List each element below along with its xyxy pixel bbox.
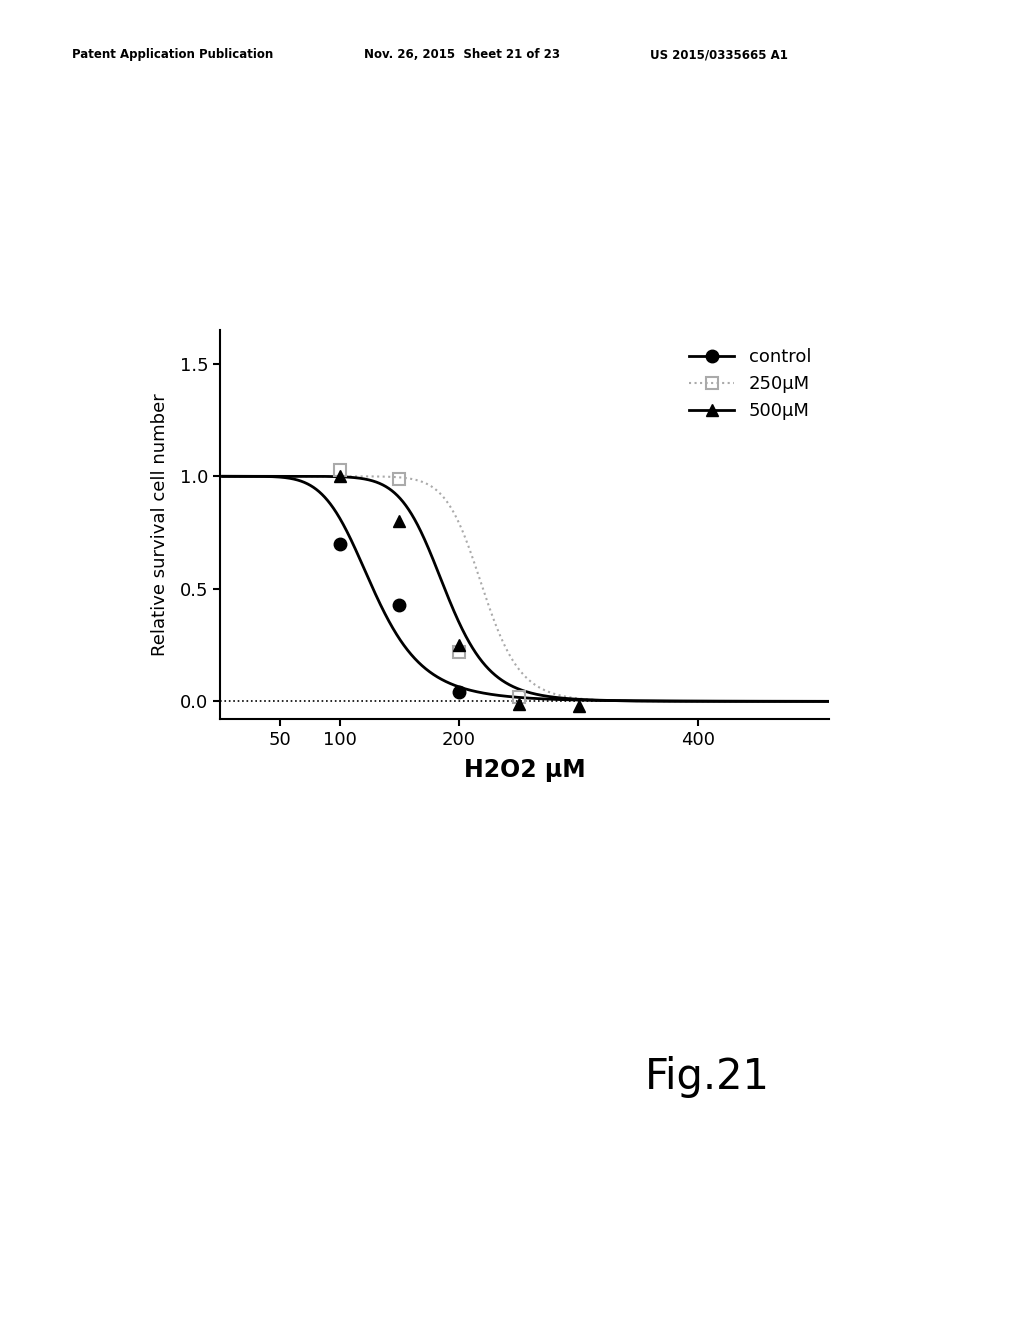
Y-axis label: Relative survival cell number: Relative survival cell number (151, 393, 169, 656)
Text: US 2015/0335665 A1: US 2015/0335665 A1 (650, 48, 788, 61)
Text: Patent Application Publication: Patent Application Publication (72, 48, 273, 61)
Text: Fig.21: Fig.21 (645, 1056, 770, 1098)
X-axis label: H2O2 μM: H2O2 μM (464, 758, 586, 781)
Text: Nov. 26, 2015  Sheet 21 of 23: Nov. 26, 2015 Sheet 21 of 23 (364, 48, 559, 61)
Legend: control, 250μM, 500μM: control, 250μM, 500μM (680, 339, 820, 429)
